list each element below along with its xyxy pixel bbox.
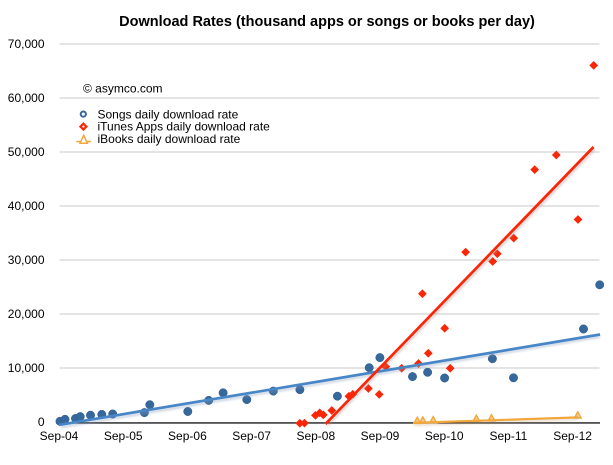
svg-text:Sep-05: Sep-05: [104, 429, 143, 443]
svg-text:Songs daily download rate: Songs daily download rate: [98, 107, 239, 121]
svg-text:30,000: 30,000: [8, 253, 45, 267]
svg-text:Sep-09: Sep-09: [361, 429, 400, 443]
svg-text:70,000: 70,000: [8, 37, 45, 51]
svg-text:60,000: 60,000: [8, 91, 45, 105]
svg-text:0: 0: [38, 415, 45, 429]
svg-text:Download Rates (thousand apps: Download Rates (thousand apps or songs o…: [119, 14, 535, 30]
svg-text:Sep-07: Sep-07: [232, 429, 271, 443]
svg-text:50,000: 50,000: [8, 145, 45, 159]
svg-text:Sep-08: Sep-08: [296, 429, 335, 443]
svg-text:10,000: 10,000: [8, 361, 45, 375]
svg-text:iTunes Apps daily download rat: iTunes Apps daily download rate: [98, 120, 271, 134]
svg-text:iBooks daily download rate: iBooks daily download rate: [98, 132, 241, 146]
svg-text:20,000: 20,000: [8, 307, 45, 321]
svg-text:Sep-10: Sep-10: [425, 429, 464, 443]
svg-text:Sep-04: Sep-04: [40, 429, 79, 443]
svg-text:Sep-06: Sep-06: [168, 429, 207, 443]
svg-text:40,000: 40,000: [8, 199, 45, 213]
svg-text:© asymco.com: © asymco.com: [83, 81, 163, 95]
svg-text:Sep-12: Sep-12: [553, 429, 592, 443]
svg-text:Sep-11: Sep-11: [489, 429, 527, 443]
